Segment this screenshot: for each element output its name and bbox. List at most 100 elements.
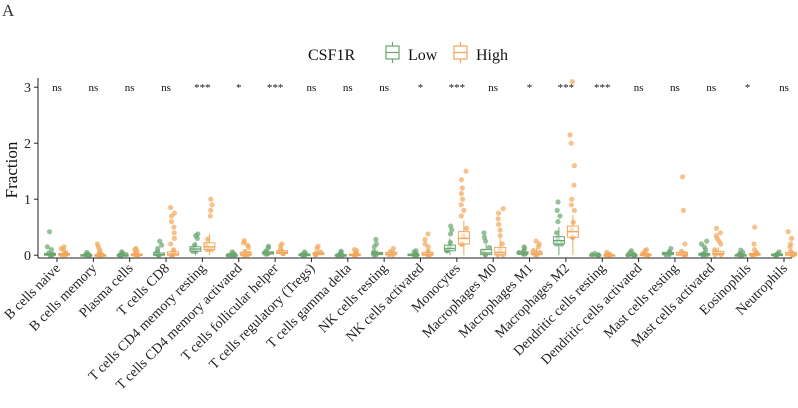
high-box-group bbox=[530, 238, 543, 258]
high-outlier-point bbox=[682, 241, 688, 247]
low-outlier-point bbox=[481, 234, 487, 240]
high-outlier-point bbox=[495, 216, 501, 222]
high-outlier-point bbox=[789, 235, 795, 241]
high-box-group bbox=[94, 241, 107, 258]
significance-label: ns bbox=[88, 82, 98, 94]
low-outlier-point bbox=[555, 219, 561, 225]
high-outlier-point bbox=[458, 177, 465, 183]
low-box-group bbox=[516, 244, 529, 257]
y-tick-label: 3 bbox=[24, 81, 31, 96]
panel-label: A bbox=[2, 1, 15, 20]
significance-label: ns bbox=[670, 82, 680, 94]
high-outlier-point bbox=[171, 235, 178, 241]
significance-label: * bbox=[418, 82, 424, 94]
significance-label: ns bbox=[343, 82, 353, 94]
high-outlier-point bbox=[315, 243, 321, 249]
high-outlier-point bbox=[533, 238, 539, 244]
high-outlier-point bbox=[680, 207, 687, 213]
low-box bbox=[480, 249, 493, 256]
low-box-group bbox=[116, 249, 129, 258]
low-box-group bbox=[407, 248, 420, 258]
significance-label: * bbox=[527, 82, 533, 94]
high-box-group bbox=[785, 229, 797, 258]
high-outlier-point bbox=[569, 79, 575, 85]
high-outlier-point bbox=[241, 238, 247, 244]
high-outlier-point bbox=[422, 241, 428, 247]
low-outlier-point bbox=[555, 199, 561, 205]
high-outlier-point bbox=[94, 241, 100, 247]
high-box-group bbox=[639, 247, 652, 258]
legend-label-high: High bbox=[476, 47, 508, 64]
legend: CSF1R Low High bbox=[308, 42, 508, 64]
low-box-group bbox=[698, 238, 711, 258]
high-outlier-point bbox=[460, 196, 466, 202]
significance-label: ns bbox=[379, 82, 389, 94]
high-outlier-point bbox=[571, 182, 577, 188]
high-outlier-point bbox=[168, 219, 175, 225]
high-outlier-point bbox=[568, 140, 574, 146]
high-outlier-point bbox=[713, 233, 719, 239]
high-box-group bbox=[494, 206, 507, 258]
significance-label: ns bbox=[52, 82, 62, 94]
low-box-group bbox=[262, 243, 275, 257]
low-outlier-point bbox=[265, 243, 272, 249]
high-box-group bbox=[130, 245, 143, 258]
significance-label: * bbox=[236, 82, 242, 94]
low-box-group bbox=[480, 230, 493, 258]
low-box-group bbox=[298, 249, 311, 258]
low-box-group bbox=[661, 245, 674, 258]
high-outlier-point bbox=[458, 213, 464, 219]
high-outlier-point bbox=[497, 233, 503, 239]
low-box-group bbox=[552, 199, 565, 256]
legend-key-high bbox=[453, 42, 468, 63]
legend-title: CSF1R bbox=[308, 47, 355, 64]
low-box-group bbox=[625, 248, 638, 258]
low-box-group bbox=[189, 231, 202, 256]
y-tick-label: 1 bbox=[24, 193, 31, 208]
low-outlier-point bbox=[448, 223, 454, 229]
high-box-group bbox=[712, 225, 725, 258]
high-outlier-point bbox=[459, 185, 465, 191]
high-outlier-point bbox=[713, 225, 719, 231]
low-outlier-point bbox=[373, 241, 380, 247]
low-outlier-point bbox=[521, 244, 527, 250]
high-outlier-point bbox=[571, 163, 578, 169]
high-box-group bbox=[421, 231, 434, 258]
high-outlier-point bbox=[643, 247, 650, 253]
high-data-point bbox=[499, 241, 505, 247]
high-outlier-point bbox=[171, 210, 178, 216]
low-outlier-point bbox=[554, 207, 560, 213]
low-outlier-point bbox=[481, 230, 487, 236]
high-outlier-point bbox=[787, 241, 794, 247]
low-outlier-point bbox=[483, 238, 489, 244]
high-box-group bbox=[566, 79, 579, 256]
high-outlier-point bbox=[168, 241, 174, 247]
low-box-group bbox=[44, 229, 56, 258]
low-box-group bbox=[443, 223, 456, 256]
high-outlier-point bbox=[171, 230, 177, 236]
low-box-group bbox=[225, 249, 238, 258]
high-outlier-point bbox=[458, 202, 464, 208]
high-outlier-point bbox=[425, 231, 431, 237]
high-outlier-point bbox=[461, 207, 467, 213]
low-box-group bbox=[734, 247, 747, 258]
low-data-point bbox=[192, 242, 198, 248]
high-box-group bbox=[457, 168, 470, 256]
high-box-group bbox=[675, 174, 689, 258]
high-outlier-point bbox=[495, 210, 502, 216]
high-box-group bbox=[239, 238, 252, 258]
significance-label: *** bbox=[194, 82, 211, 94]
significance-label: *** bbox=[449, 82, 466, 94]
y-tick-label: 2 bbox=[24, 137, 31, 152]
high-data-point bbox=[171, 247, 177, 253]
high-outlier-point bbox=[61, 244, 67, 250]
significance-label: ns bbox=[161, 82, 171, 94]
low-outlier-point bbox=[373, 236, 379, 243]
significance-label: ns bbox=[488, 82, 498, 94]
high-box-group bbox=[276, 241, 289, 257]
high-outlier-point bbox=[208, 207, 214, 213]
low-outlier-point bbox=[159, 242, 165, 248]
low-outlier-point bbox=[698, 241, 705, 247]
low-data-point bbox=[554, 230, 560, 236]
low-box-group bbox=[771, 249, 783, 258]
